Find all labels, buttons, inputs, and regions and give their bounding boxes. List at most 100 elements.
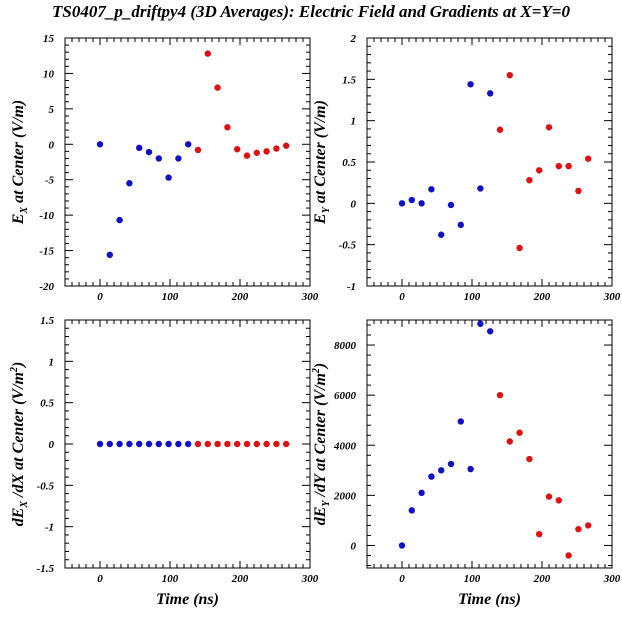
y-tick-label: -5 (45, 175, 55, 187)
data-point-red (565, 552, 572, 559)
y-tick-label: 8000 (334, 340, 357, 352)
data-point-blue (175, 440, 182, 448)
data-point-blue (126, 440, 133, 448)
data-point-blue (408, 507, 415, 514)
plot-frame (366, 37, 613, 287)
y-tick-label: 2000 (333, 490, 357, 502)
data-point-red (234, 440, 241, 448)
data-point-blue (96, 141, 104, 148)
data-point-blue (165, 440, 172, 448)
data-point-red (555, 497, 562, 504)
data-point-blue (398, 200, 406, 207)
data-point-blue (96, 440, 104, 448)
y-tick-label: -10 (39, 210, 54, 222)
x-tick-label: 300 (301, 573, 319, 585)
y-tick-label: 10 (43, 68, 55, 80)
x-tick-label: 200 (533, 573, 551, 585)
data-point-red (273, 145, 280, 152)
data-point-red (283, 142, 290, 149)
y-axis-label: dEX /dX at Center (V/m2) (9, 362, 30, 527)
data-point-blue (136, 144, 143, 152)
data-point-red (585, 522, 592, 529)
y-tick-label: 0.5 (342, 157, 356, 169)
y-axis-label: dEY /dY at Center (V/m2) (311, 363, 332, 526)
data-point-blue (487, 90, 494, 97)
data-point-blue (106, 251, 114, 259)
x-tick-label: 200 (231, 291, 249, 303)
data-point-red (243, 440, 251, 448)
y-tick-label: -0.5 (339, 240, 357, 252)
data-point-blue (438, 231, 445, 238)
x-tick-label: 100 (464, 291, 481, 303)
data-point-red (496, 126, 504, 133)
data-point-red (214, 84, 221, 91)
y-tick-label: -1.5 (37, 563, 55, 575)
data-point-blue (467, 465, 474, 473)
data-point-red (204, 50, 211, 57)
data-point-red (283, 440, 290, 448)
data-point-blue (477, 320, 484, 327)
data-point-blue (428, 473, 435, 480)
y-tick-label: -1 (45, 522, 54, 534)
panel-ex: 0 100 200 300 -20 -15 -10 -5 0 5 10 15 EX at Center … (10, 33, 319, 303)
data-point-blue (145, 440, 153, 448)
y-tick-label: 4000 (333, 440, 357, 452)
data-point-blue (145, 148, 153, 156)
data-point-blue (418, 489, 425, 497)
data-point-red (536, 530, 543, 538)
x-tick-label: 100 (464, 573, 481, 585)
data-point-red (194, 146, 202, 154)
x-axis-label: Time (ns) (156, 591, 219, 608)
data-point-red (565, 162, 572, 170)
x-tick-label: 300 (603, 291, 621, 303)
x-tick-label: 300 (301, 291, 319, 303)
data-point-blue (447, 460, 455, 468)
x-tick-label: 0 (399, 573, 405, 585)
data-point-blue (487, 328, 494, 335)
data-point-red (496, 391, 504, 399)
data-point-blue (185, 141, 192, 148)
y-axis-label: EX at Center (V/m) (10, 100, 30, 225)
data-point-blue (165, 174, 172, 181)
data-point-red (516, 244, 523, 252)
data-point-blue (136, 440, 143, 448)
plot-frame (64, 37, 311, 287)
data-point-red (575, 187, 582, 195)
data-point-red (506, 438, 513, 445)
x-tick-label: 0 (399, 291, 405, 303)
data-point-red (214, 440, 221, 448)
data-point-red (555, 162, 562, 170)
panel-dex-dx: 0 100 200 300 -1.5 -1 -0.5 0 0.5 1 1.5 dEX /dX at C… (9, 315, 319, 608)
x-tick-label: 200 (231, 573, 249, 585)
data-point-blue (457, 418, 464, 425)
y-tick-label: 1.5 (40, 315, 54, 327)
y-tick-label: -0.5 (37, 480, 55, 492)
x-axis-label: Time (ns) (458, 591, 521, 608)
data-point-red (506, 72, 513, 79)
data-point-blue (428, 186, 435, 193)
data-point-blue (106, 440, 114, 448)
data-point-red (263, 440, 270, 448)
data-point-blue (408, 196, 415, 204)
data-point-red (526, 455, 533, 463)
plot-frame (366, 319, 613, 569)
data-point-red (253, 440, 260, 448)
data-point-blue (457, 221, 464, 229)
y-tick-label: -20 (39, 281, 54, 293)
y-tick-label: 1 (351, 116, 357, 128)
data-point-blue (477, 185, 484, 192)
data-point-red (243, 152, 251, 159)
x-tick-label: 0 (97, 573, 103, 585)
data-point-red (585, 155, 592, 162)
data-point-blue (155, 155, 162, 162)
data-point-blue (447, 201, 455, 209)
data-point-red (575, 525, 582, 533)
y-tick-label: 0 (351, 198, 357, 210)
data-point-red (263, 148, 270, 155)
data-point-red (204, 440, 211, 448)
panel-ey: 0 100 200 300 -1 -0.5 0 0.5 1 1.5 2 EY at Center (V… (312, 33, 621, 303)
data-point-red (234, 146, 241, 153)
y-tick-label: 15 (43, 33, 55, 45)
